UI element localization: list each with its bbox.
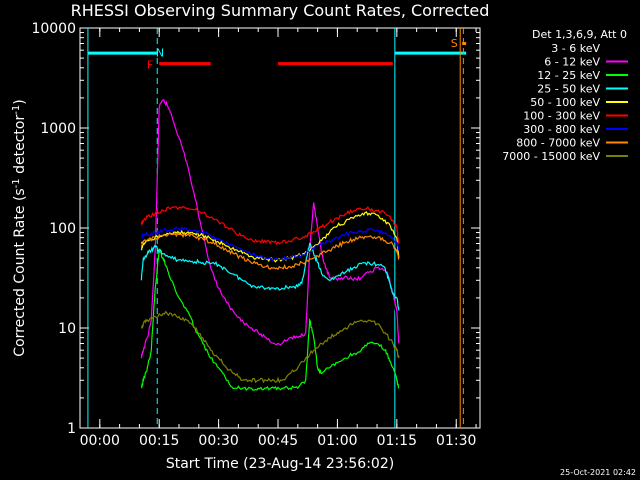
x-axis-title: Start Time (23-Aug-14 23:56:02) bbox=[166, 456, 394, 472]
mode-markers: NF S bbox=[147, 37, 458, 72]
series-lines bbox=[140, 98, 400, 391]
series-line bbox=[140, 98, 400, 359]
x-tick-label: 00:15 bbox=[139, 433, 179, 449]
x-tick-label: 00:00 bbox=[80, 433, 120, 449]
x-tick-label: 01:15 bbox=[377, 433, 417, 449]
legend-label: 800 - 7000 keV bbox=[516, 137, 600, 150]
series-line bbox=[140, 131, 400, 381]
y-axis-title-end: ) bbox=[12, 99, 28, 104]
y-tick-label: 100 bbox=[49, 221, 76, 237]
mode-marker-label: F bbox=[147, 59, 153, 72]
legend-label: 300 - 800 keV bbox=[523, 123, 600, 136]
mode-marker-label: S bbox=[451, 37, 458, 50]
y-tick-label: 1000 bbox=[40, 121, 76, 137]
mode-vlines bbox=[87, 28, 464, 428]
y-tick-label: 1 bbox=[67, 421, 76, 437]
legend-label: 50 - 100 keV bbox=[530, 96, 600, 109]
y-axis-title-sup2: -1 bbox=[11, 105, 22, 115]
y-tick-labels: 1 10 100 1000 10000 bbox=[31, 21, 76, 437]
y-tick-label: 10 bbox=[58, 321, 76, 337]
series-line bbox=[140, 205, 400, 246]
x-tick-label: 00:30 bbox=[198, 433, 238, 449]
y-axis-title-sup1: -1 bbox=[11, 178, 22, 188]
series-line bbox=[141, 225, 400, 262]
legend-label: 6 - 12 keV bbox=[544, 56, 600, 69]
mode-bars bbox=[87, 41, 467, 66]
axis-ticks bbox=[79, 27, 480, 429]
legend-label: 7000 - 15000 keV bbox=[502, 150, 600, 163]
x-tick-labels: 00:00 00:15 00:30 00:45 01:00 01:15 01:30 bbox=[80, 433, 477, 449]
series-line bbox=[141, 310, 400, 384]
y-axis-title-mid: detector bbox=[12, 115, 28, 179]
legend-label: 12 - 25 keV bbox=[537, 69, 600, 82]
legend-label: 100 - 300 keV bbox=[523, 110, 600, 123]
series-line bbox=[140, 242, 400, 311]
x-tick-label: 01:00 bbox=[317, 433, 357, 449]
plot-area: NF S bbox=[79, 27, 481, 429]
y-axis-title-main: Corrected Count Rate (s bbox=[12, 188, 28, 356]
x-tick-label: 01:30 bbox=[436, 433, 476, 449]
chart-title: RHESSI Observing Summary Count Rates, Co… bbox=[71, 1, 490, 20]
y-axis-title: Corrected Count Rate (s-1 detector-1) bbox=[11, 99, 28, 356]
legend-header: Det 1,3,6,9, Att 0 bbox=[532, 28, 627, 41]
legend-label: 3 - 6 keV bbox=[551, 42, 600, 55]
x-tick-label: 00:45 bbox=[258, 433, 298, 449]
y-tick-label: 10000 bbox=[31, 21, 76, 37]
legend-label: 25 - 50 keV bbox=[537, 83, 600, 96]
mode-marker-label: N bbox=[156, 46, 164, 59]
timestamp: 25-Oct-2021 02:42 bbox=[560, 468, 636, 477]
series-line bbox=[140, 231, 400, 271]
series-line bbox=[140, 247, 400, 391]
